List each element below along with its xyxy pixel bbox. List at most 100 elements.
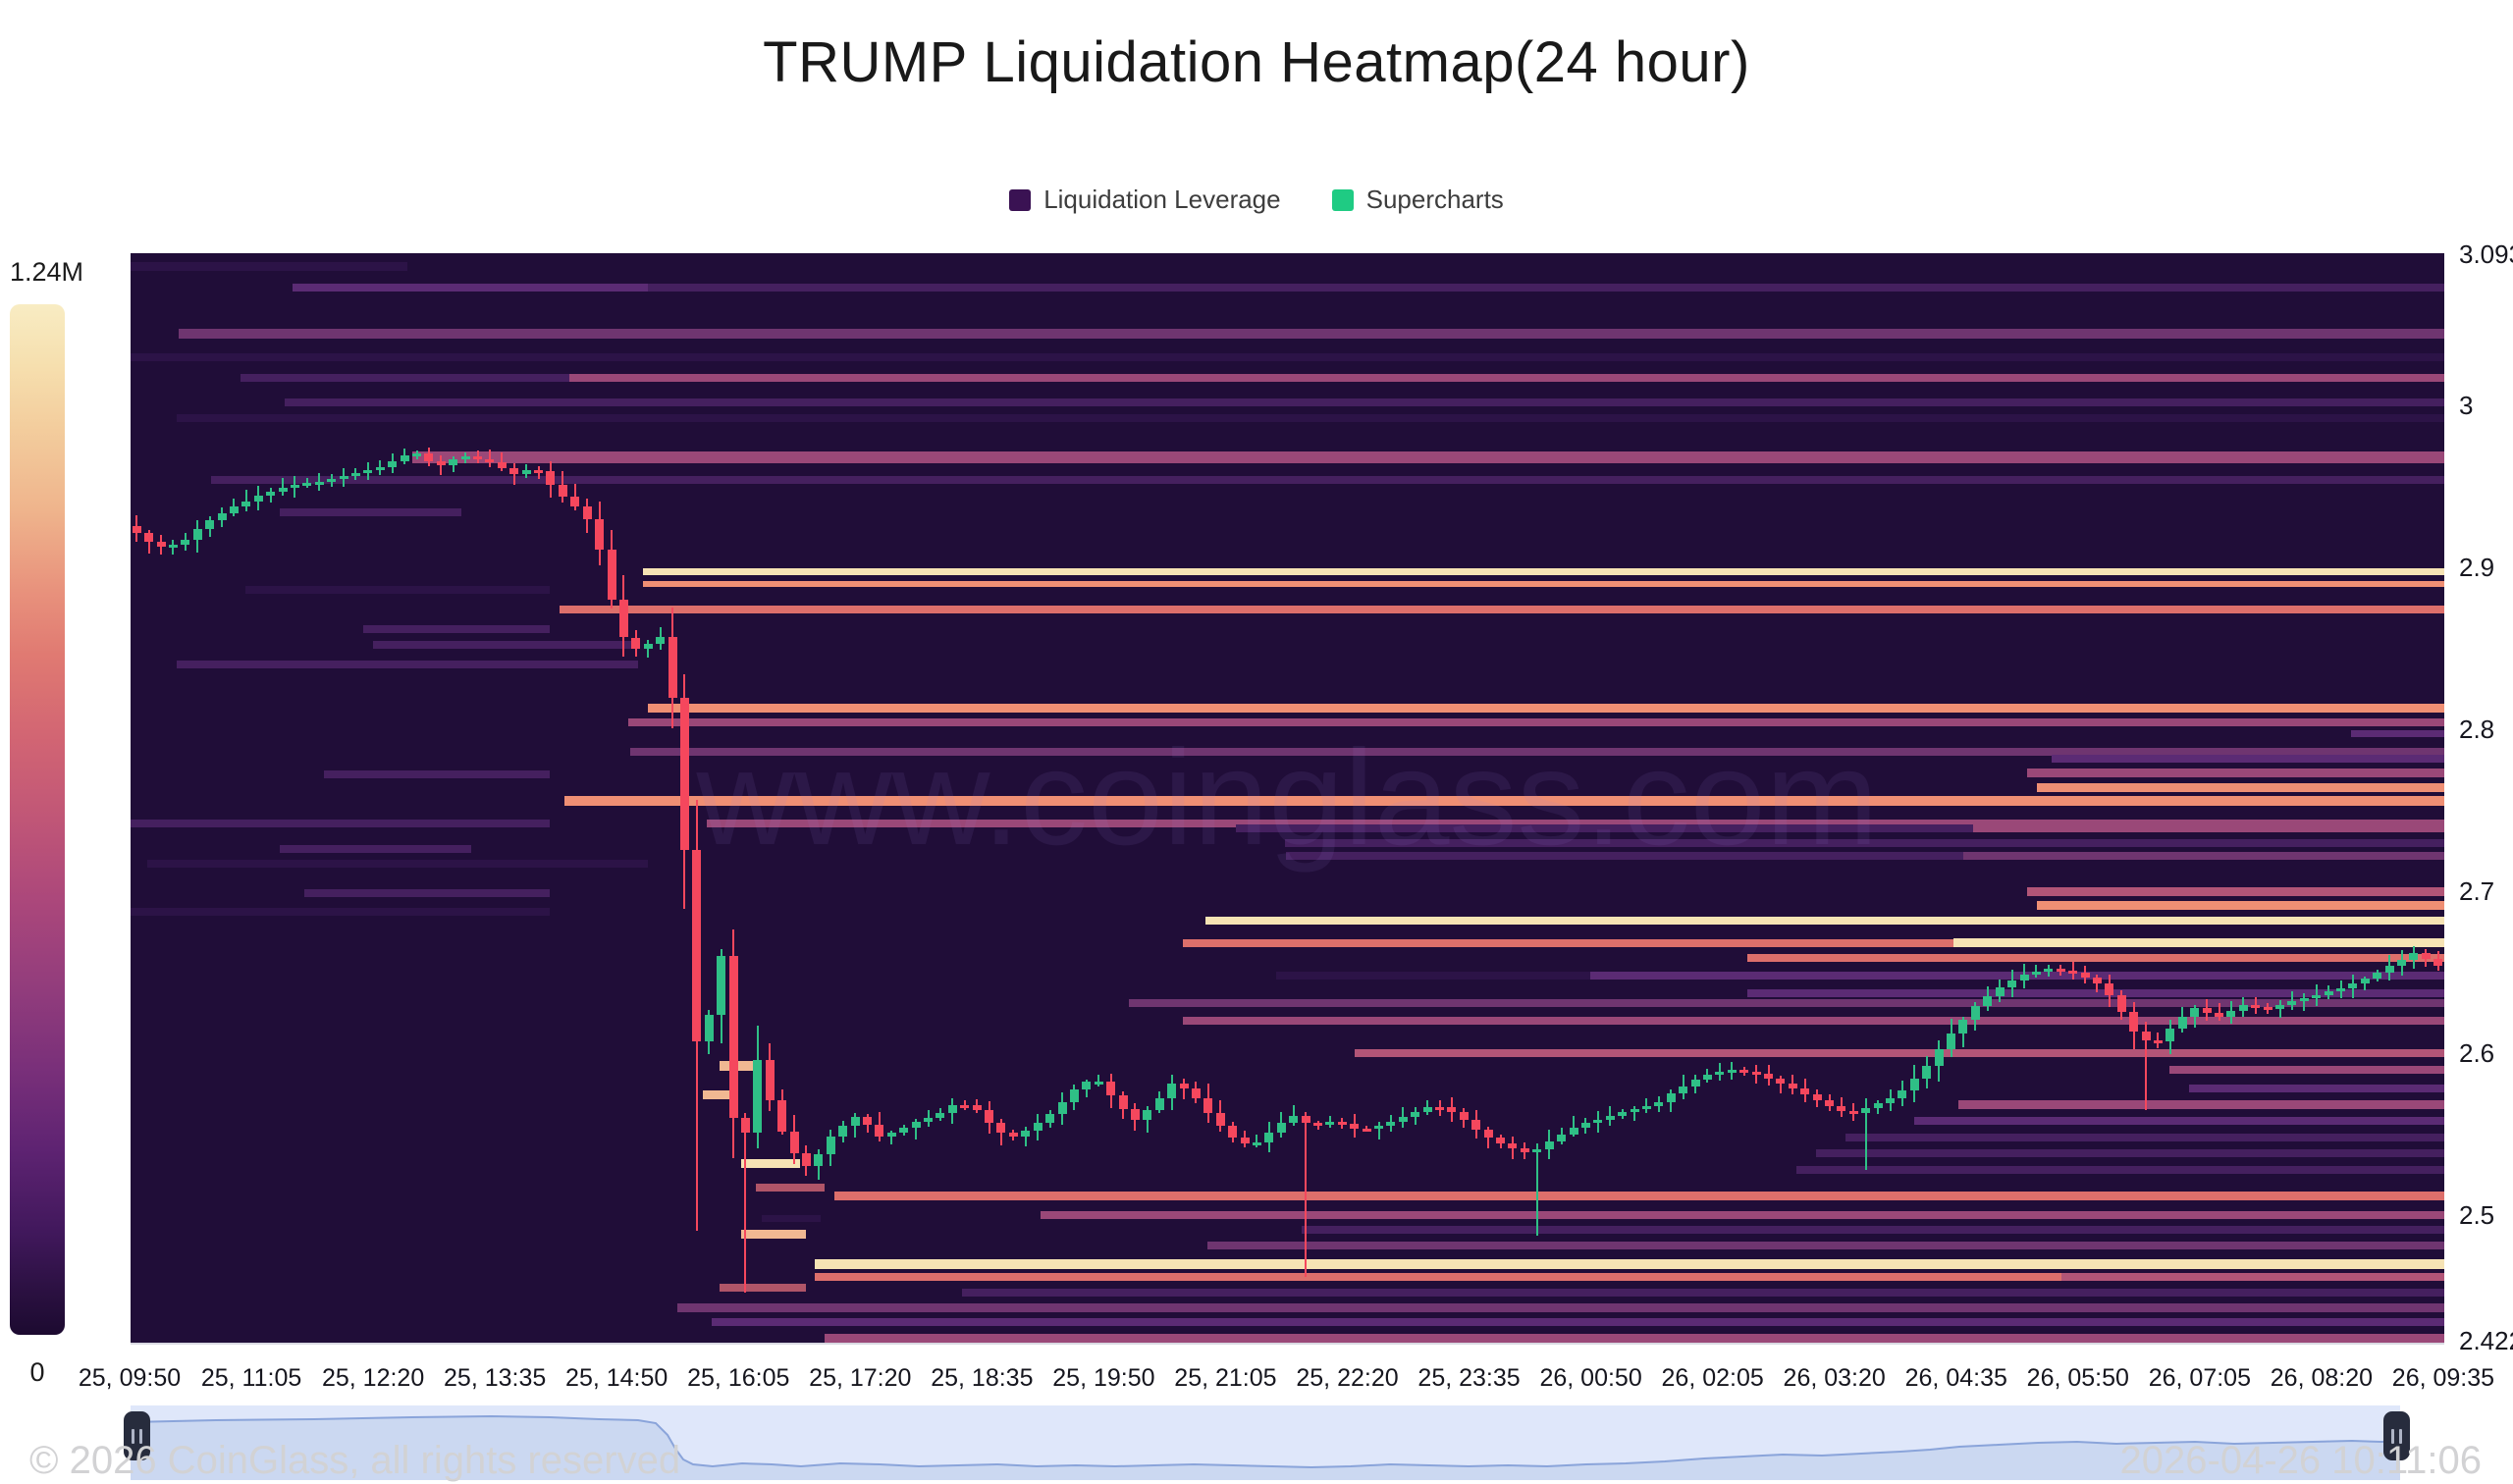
candle-body (1593, 1119, 1603, 1124)
time-axis-label: 26, 03:20 (1783, 1364, 1886, 1392)
candle-body (1154, 1097, 1164, 1110)
candle-wick (1024, 1127, 1027, 1146)
liquidation-band (2351, 730, 2444, 738)
candle-body (2019, 975, 2029, 981)
candle-body (777, 1099, 787, 1132)
candle-body (1374, 1126, 1384, 1130)
candle-body (1654, 1101, 1664, 1107)
liquidation-band (712, 1317, 2444, 1326)
candle-body (753, 1059, 763, 1134)
candle-body (717, 955, 726, 1016)
candle-body (1252, 1142, 1261, 1146)
candle-body (497, 461, 507, 468)
legend-swatch-supercharts (1331, 188, 1354, 211)
candle-body (1398, 1116, 1408, 1122)
liquidation-band (177, 414, 2444, 423)
liquidation-band (1747, 953, 2444, 962)
candle-wick (744, 1113, 747, 1294)
candle-body (1411, 1112, 1420, 1117)
candle-body (1995, 986, 2005, 997)
liquidation-band (1914, 1117, 2444, 1126)
candle-body (1483, 1129, 1493, 1138)
time-axis-label: 25, 12:20 (321, 1364, 425, 1392)
copyright-text: © 2026 CoinGlass, all rights reserved (29, 1439, 681, 1482)
candle-body (1167, 1084, 1177, 1098)
liquidation-band (1973, 823, 2444, 832)
candle-body (789, 1131, 799, 1154)
candle-body (2190, 1008, 2200, 1018)
navigator-right-handle[interactable] (2383, 1411, 2410, 1460)
candle-body (656, 636, 666, 644)
candle-body (582, 506, 592, 520)
time-axis-label: 26, 00:50 (1539, 1364, 1642, 1392)
pause-icon (2391, 1428, 2394, 1444)
candle-body (972, 1104, 982, 1110)
candle-body (1788, 1084, 1797, 1089)
candle-body (509, 467, 519, 475)
candle-wick (488, 449, 491, 467)
candle-body (801, 1153, 811, 1167)
time-axis-label: 25, 23:35 (1417, 1364, 1521, 1392)
liquidation-band (815, 1272, 2061, 1281)
candle-body (1082, 1082, 1092, 1089)
candle-body (1008, 1132, 1018, 1137)
candle-wick (1645, 1098, 1648, 1113)
candle-wick (1292, 1104, 1295, 1126)
candle-wick (440, 454, 443, 475)
time-axis-label: 25, 14:50 (565, 1364, 668, 1392)
candle-body (241, 501, 251, 507)
navigator-strip[interactable] (131, 1405, 2400, 1480)
candle-wick (2218, 1003, 2220, 1022)
candle-body (1325, 1122, 1335, 1126)
candle-body (253, 496, 263, 502)
liquidation-band (2189, 1085, 2444, 1093)
candle-body (205, 519, 215, 530)
liquidation-band (1276, 971, 1590, 980)
liquidation-band (643, 568, 2444, 576)
price-axis-label: 2.9 (2459, 553, 2495, 582)
candle-body (1045, 1113, 1055, 1123)
liquidation-band (280, 507, 461, 516)
candle-body (217, 512, 227, 520)
candle-body (996, 1123, 1006, 1133)
candle-body (2433, 959, 2443, 967)
candle-body (327, 479, 337, 483)
liquidation-band (569, 373, 2444, 382)
candle-body (1520, 1148, 1529, 1152)
liquidation-band (373, 641, 638, 650)
candle-wick (1256, 1135, 1258, 1147)
candle-body (1276, 1122, 1286, 1133)
candle-body (1605, 1116, 1615, 1120)
candle-body (643, 643, 653, 649)
candle-wick (2096, 974, 2099, 993)
navigator-left-handle[interactable] (124, 1411, 150, 1460)
candle-wick (2071, 961, 2074, 980)
candle-body (2360, 979, 2370, 984)
candle-body (2141, 1031, 2151, 1040)
candle-body (460, 456, 470, 460)
liquidation-band (1845, 1133, 2444, 1141)
candle-wick (1305, 1112, 1308, 1277)
time-axis-label: 26, 09:35 (2391, 1364, 2495, 1392)
legend-item-supercharts[interactable]: Supercharts (1331, 185, 1504, 215)
liquidation-band (285, 398, 2444, 406)
liquidation-band (762, 1214, 821, 1222)
candle-body (1702, 1074, 1712, 1081)
candle-body (899, 1128, 909, 1134)
heatmap-plot-area[interactable] (131, 253, 2444, 1345)
time-axis-label: 25, 11:05 (200, 1364, 302, 1392)
candle-body (2251, 1004, 2261, 1008)
liquidation-band (1285, 838, 2444, 847)
candle-body (1118, 1094, 1128, 1109)
liquidation-band (1183, 1017, 2444, 1025)
candle-wick (2035, 965, 2038, 978)
legend-item-liquidation-leverage[interactable]: Liquidation Leverage (1009, 185, 1281, 215)
liquidation-band (2037, 782, 2444, 792)
candle-body (449, 458, 458, 465)
candle-body (350, 472, 360, 477)
liquidation-band (324, 770, 550, 779)
candle-body (668, 636, 677, 699)
candle-body (2348, 983, 2358, 989)
candle-body (2384, 966, 2394, 973)
candle-body (1886, 1097, 1896, 1104)
